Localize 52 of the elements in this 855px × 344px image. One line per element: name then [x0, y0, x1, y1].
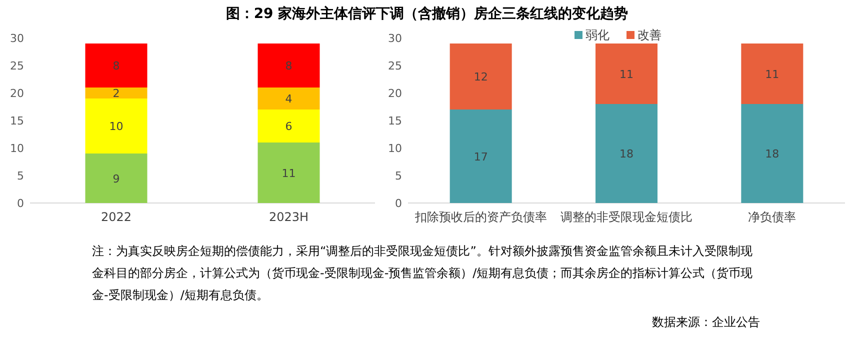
- data-label: 8: [112, 60, 120, 72]
- data-label: 18: [765, 148, 780, 160]
- y-tick-label: 5: [17, 170, 24, 182]
- bar: [258, 44, 320, 88]
- y-tick-label: 30: [388, 32, 402, 45]
- y-tick-label: 25: [10, 60, 24, 72]
- bar: [258, 88, 320, 110]
- y-tick-label: 0: [17, 197, 24, 210]
- text: 注：为真实反映房企短期的偿债能力，采用“调整后的非受限现金短债比”。针对额外披露预售资金监管余额且未计入受限制现金科目的部分房企，计算公式为（货币现金-受限制现金-预售监管余额）/短期有息负债；而其余房企的指标计算公式（货币现金-受限制现金）/短期有息负债。: [92, 243, 754, 304]
- bar: [85, 44, 148, 88]
- bar: [258, 110, 320, 142]
- bar: [258, 142, 320, 203]
- y-tick-label: 15: [388, 114, 402, 128]
- bar: [85, 154, 148, 203]
- x-tick-label: 2022: [100, 210, 132, 224]
- legend-label: 改善: [638, 28, 662, 42]
- y-tick-label: 20: [10, 87, 24, 100]
- data-label: 4: [285, 92, 292, 106]
- y-tick-label: 10: [388, 142, 402, 155]
- bar: [741, 104, 804, 203]
- data-label: 11: [620, 68, 634, 81]
- x-tick-label: 扣除预收后的资产负债率: [414, 210, 547, 224]
- x-tick-label: 2023H: [268, 210, 309, 224]
- y-tick-label: 20: [388, 87, 402, 100]
- source-note: 数据来源：企业公告: [652, 314, 760, 331]
- y-tick-label: 10: [10, 142, 24, 155]
- bar: [596, 44, 658, 104]
- data-label: 6: [285, 120, 292, 133]
- y-tick-label: 0: [395, 197, 402, 210]
- data-label: 8: [285, 60, 292, 72]
- y-tick-label: 30: [10, 32, 24, 45]
- text: 图：29 家海外主体信评下调（含撤销）房企三条红线的变化趋势: [226, 5, 628, 22]
- bar: [596, 104, 658, 203]
- bar: [450, 44, 512, 110]
- x-tick-label: 调整的非受限现金短债比: [560, 210, 692, 224]
- x-tick-label: 净负债率: [748, 210, 796, 224]
- data-label: 17: [474, 150, 488, 164]
- y-tick-label: 5: [395, 170, 402, 182]
- legend-label: 弱化: [586, 28, 610, 42]
- y-tick-label: 25: [388, 60, 402, 72]
- bar: [85, 88, 148, 98]
- bar: [85, 98, 148, 154]
- data-label: 9: [112, 172, 120, 186]
- data-label: 11: [282, 166, 296, 180]
- bar: [450, 110, 512, 203]
- data-label: 2: [112, 87, 120, 100]
- data-label: 18: [620, 148, 634, 160]
- data-label: 10: [109, 120, 124, 133]
- bar: [741, 44, 804, 104]
- data-label: 12: [474, 70, 488, 84]
- data-label: 11: [765, 68, 780, 81]
- y-tick-label: 15: [10, 114, 24, 128]
